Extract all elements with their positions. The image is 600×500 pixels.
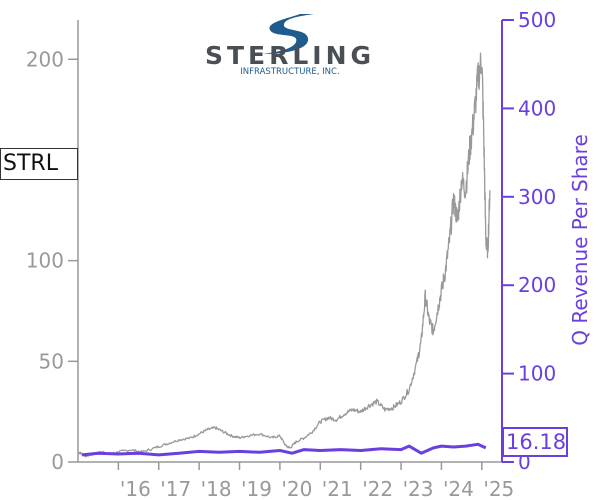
- x-tick-label: '19: [241, 477, 272, 500]
- logo-word: STERLING: [205, 41, 375, 70]
- right-tick-label: 400: [518, 96, 556, 120]
- left-tick-label: 200: [26, 47, 64, 71]
- x-tick-label: '21: [322, 477, 353, 500]
- left-tick-label: 100: [26, 249, 64, 273]
- right-axis-label: Q Revenue Per Share: [568, 134, 592, 346]
- right-tick-label: 200: [518, 273, 556, 297]
- x-tick-label: '25: [483, 477, 514, 500]
- right-tick-label: 100: [518, 362, 556, 386]
- ticker-label-box: STRL: [0, 148, 78, 180]
- price-series-line: [77, 52, 491, 458]
- revenue-series-line: [81, 442, 487, 457]
- x-tick-label: '20: [281, 477, 312, 500]
- x-tick-label: '18: [201, 477, 232, 500]
- x-tick-label: '24: [443, 477, 474, 500]
- x-tick-label: '23: [403, 477, 434, 500]
- last-value-box: 16.18: [502, 427, 568, 457]
- right-tick-label: 300: [518, 185, 556, 209]
- left-tick-label: 0: [51, 450, 64, 474]
- left-tick-label: 50: [39, 349, 64, 373]
- x-tick-label: '16: [120, 477, 151, 500]
- x-axis-ticks: '16 '17 '18 '19 '20 '21 '22 '23 '24 '25: [117, 462, 514, 500]
- right-tick-label: 500: [518, 8, 556, 32]
- company-logo: STERLING INFRASTRUCTURE, INC.: [205, 14, 375, 77]
- logo-subtitle: INFRASTRUCTURE, INC.: [240, 67, 339, 77]
- x-tick-label: '22: [362, 477, 393, 500]
- last-value: 16.18: [506, 430, 567, 454]
- left-axis-ticks: 0 50 100 200: [26, 47, 78, 474]
- ticker-symbol: STRL: [3, 151, 58, 176]
- x-tick-label: '17: [160, 477, 191, 500]
- logo-swoosh-icon: [262, 14, 314, 54]
